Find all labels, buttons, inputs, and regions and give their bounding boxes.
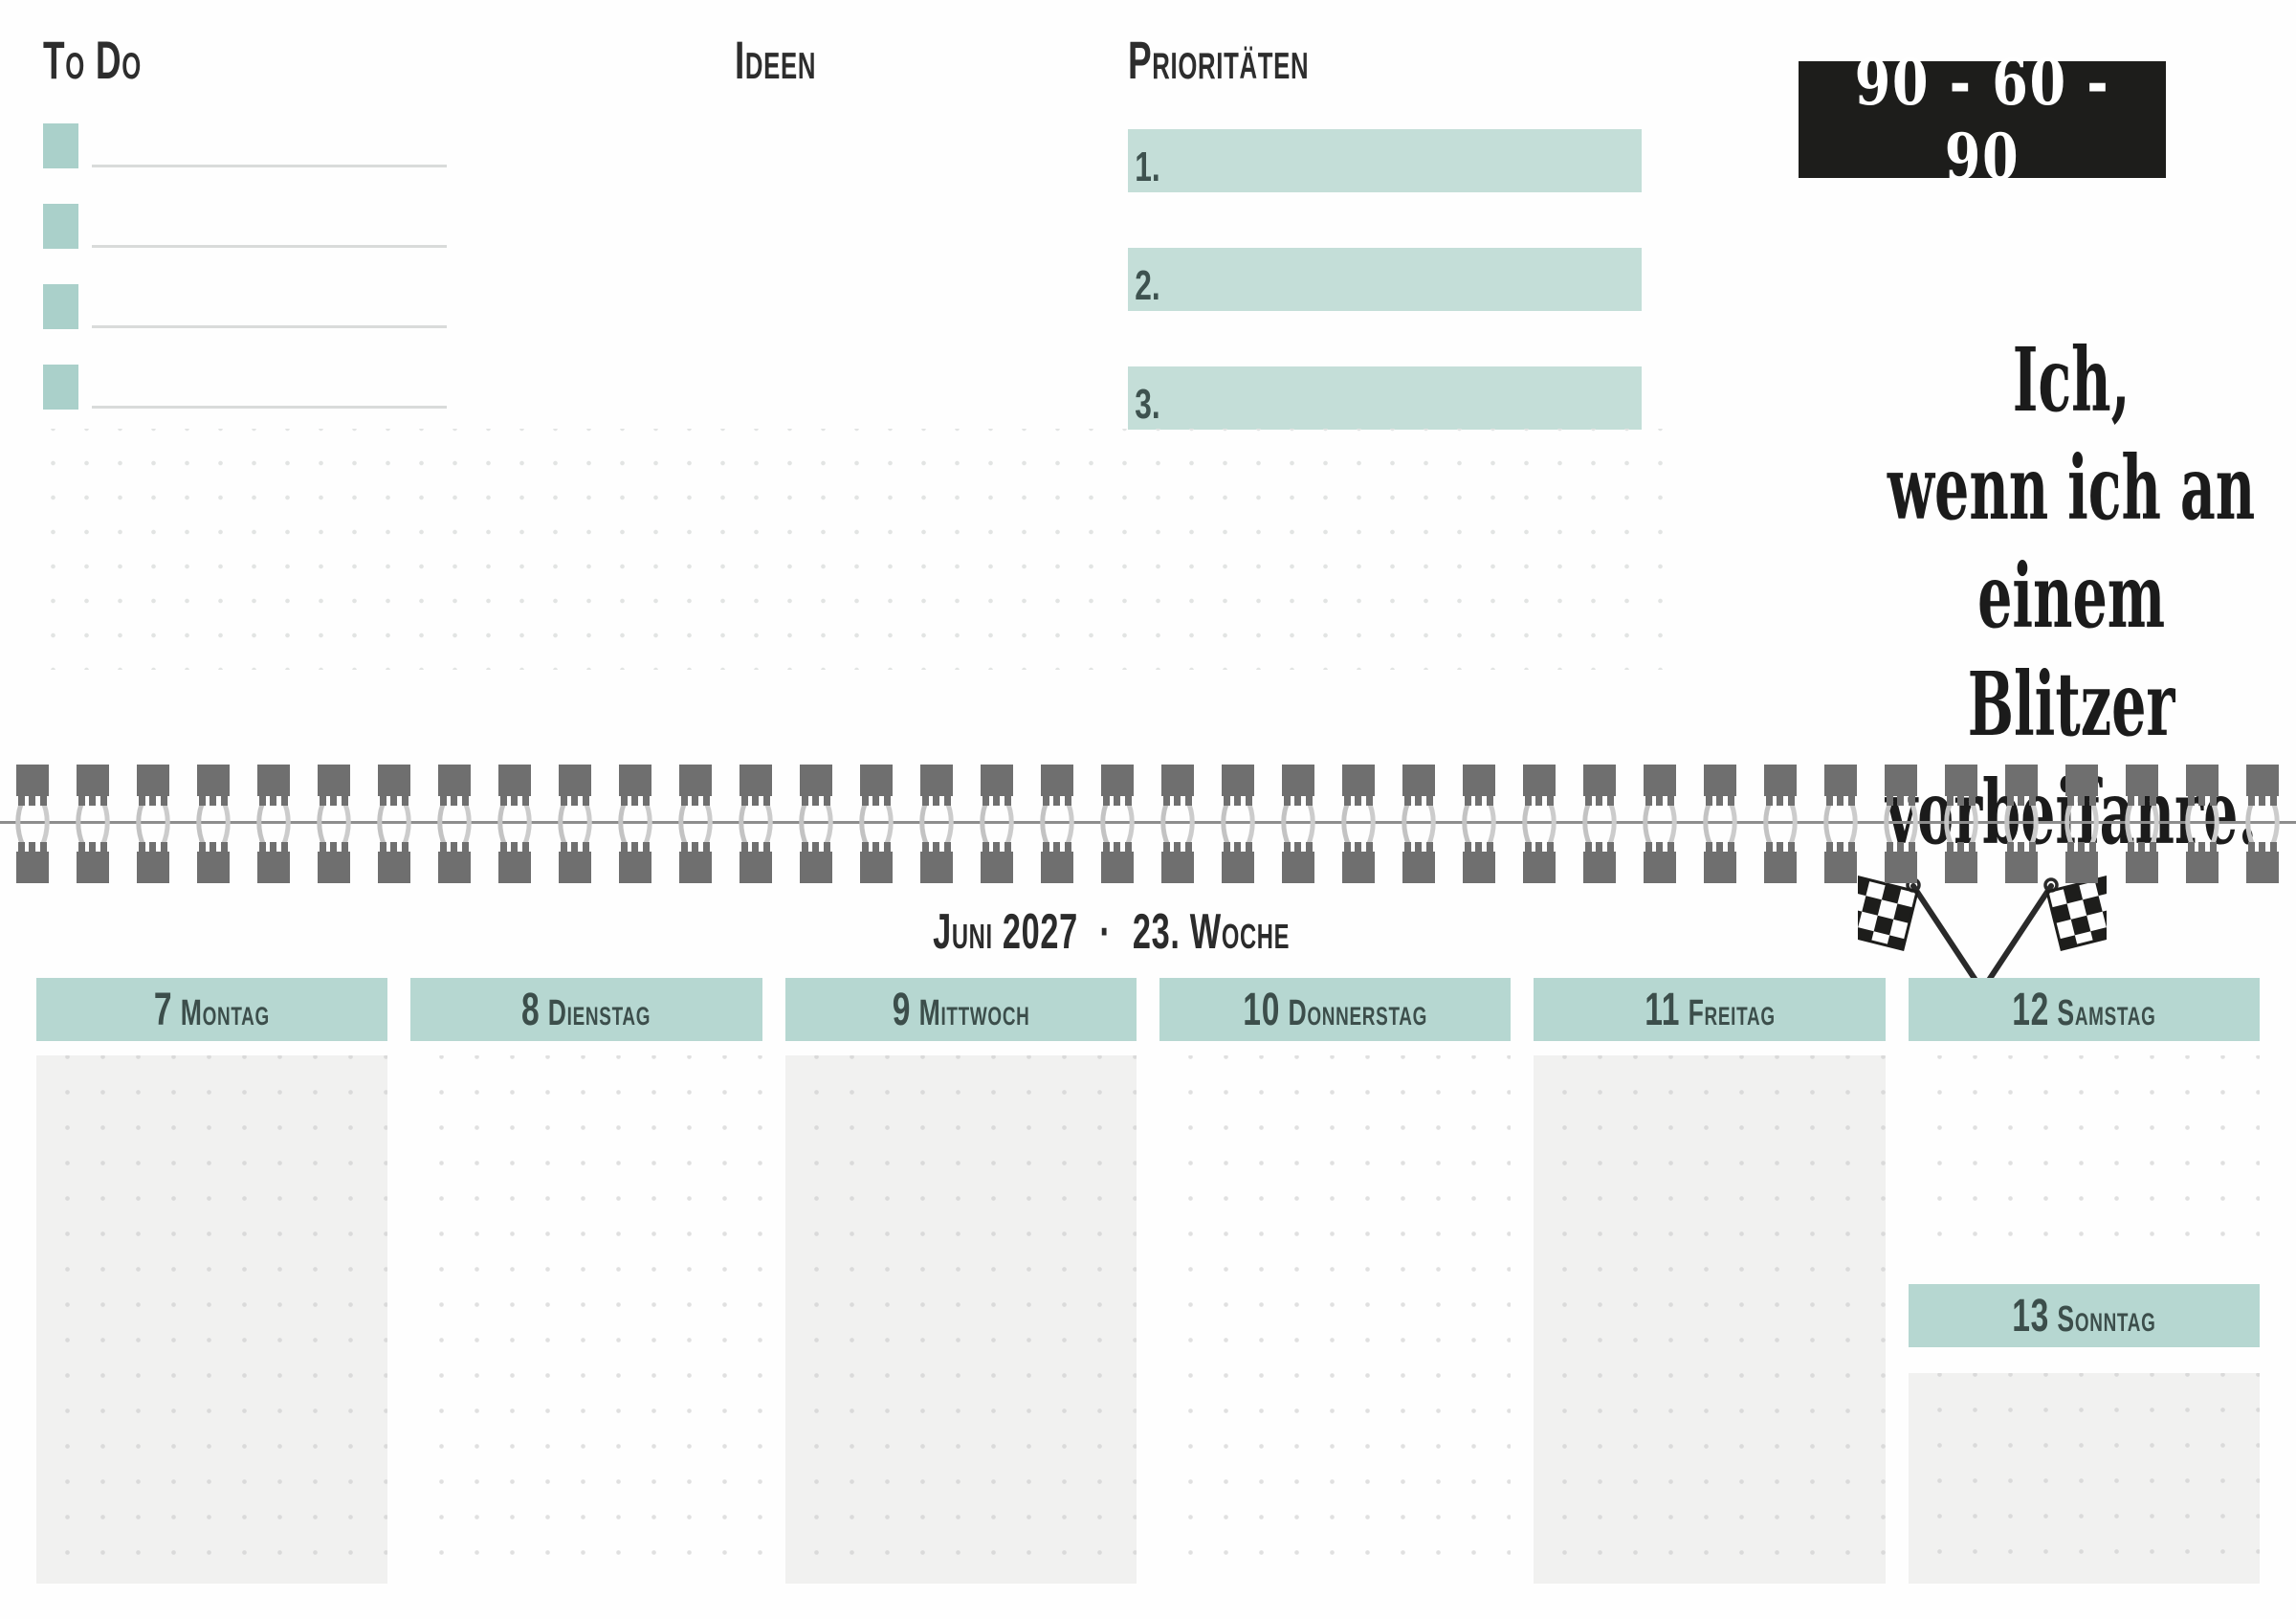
day-notes-montag[interactable]: [36, 1055, 388, 1584]
day-header-sonntag: 13 Sonntag: [1908, 1284, 2260, 1347]
priorities-section: Prioritäten 1. 2. 3.: [1128, 30, 1642, 485]
day-header-dienstag: 8 Dienstag: [410, 978, 762, 1041]
week-grid: 7 Montag 8 Dienstag 9 Mittwoch: [36, 978, 2260, 1584]
todo-checkbox[interactable]: [43, 203, 78, 249]
priority-field-2[interactable]: 2.: [1128, 247, 1642, 311]
day-notes-freitag[interactable]: [1534, 1055, 1886, 1584]
day-header-montag: 7 Montag: [36, 978, 388, 1041]
quote-block: 90 - 60 - 90 Ich, wenn ich an einem Blit…: [1772, 45, 2257, 1031]
priority-number: 1.: [1135, 143, 1160, 190]
day-column-samstag-sonntag: 12 Samstag 13 Sonntag: [1908, 978, 2260, 1584]
week-title-separator: ·: [1099, 904, 1112, 960]
quote-badge-text: 90 - 60 - 90: [1854, 45, 2110, 194]
todo-row: [43, 283, 447, 329]
day-header-freitag: 11 Freitag: [1534, 978, 1886, 1041]
day-column-dienstag: 8 Dienstag: [410, 978, 762, 1584]
todo-checkbox[interactable]: [43, 364, 78, 410]
todo-checkbox[interactable]: [43, 122, 78, 168]
day-header-mittwoch: 9 Mittwoch: [784, 978, 1137, 1041]
ideas-section: Ideen: [735, 30, 858, 90]
priority-field-1[interactable]: 1.: [1128, 128, 1642, 192]
day-column-donnerstag: 10 Donnerstag: [1159, 978, 1512, 1584]
day-notes-sonntag[interactable]: [1908, 1373, 2260, 1584]
todo-write-line[interactable]: [92, 405, 447, 409]
day-column-montag: 7 Montag: [36, 978, 388, 1584]
quote-badge: 90 - 60 - 90: [1799, 45, 2166, 194]
week-title: Juni 2027 · 23. Woche: [0, 903, 2223, 961]
ideas-title: Ideen: [735, 30, 817, 90]
todo-write-line[interactable]: [92, 324, 447, 328]
week-title-month: Juni 2027: [933, 904, 1079, 960]
todo-section: To Do: [43, 30, 447, 445]
todo-list: [43, 122, 447, 410]
day-notes-donnerstag[interactable]: [1159, 1055, 1512, 1584]
priority-number: 2.: [1135, 261, 1160, 309]
todo-row: [43, 364, 447, 410]
priority-field-3[interactable]: 3.: [1128, 366, 1642, 430]
day-header-donnerstag: 10 Donnerstag: [1159, 978, 1512, 1041]
day-notes-mittwoch[interactable]: [784, 1055, 1137, 1584]
notes-dot-grid[interactable]: [29, 429, 1667, 670]
week-title-week: 23. Woche: [1133, 904, 1291, 960]
todo-row: [43, 122, 447, 168]
todo-title: To Do: [43, 30, 142, 90]
day-header-samstag: 12 Samstag: [1908, 978, 2260, 1041]
todo-write-line[interactable]: [92, 164, 447, 167]
priorities-list: 1. 2. 3.: [1128, 128, 1642, 430]
day-notes-samstag[interactable]: [1908, 1055, 2260, 1252]
priorities-title: Prioritäten: [1128, 30, 1310, 90]
day-column-freitag: 11 Freitag: [1534, 978, 1886, 1584]
todo-write-line[interactable]: [92, 244, 447, 248]
day-column-mittwoch: 9 Mittwoch: [784, 978, 1137, 1584]
spiral-binding: [0, 760, 2296, 884]
todo-checkbox[interactable]: [43, 283, 78, 329]
day-notes-dienstag[interactable]: [410, 1055, 762, 1584]
priority-number: 3.: [1135, 380, 1160, 428]
todo-row: [43, 203, 447, 249]
